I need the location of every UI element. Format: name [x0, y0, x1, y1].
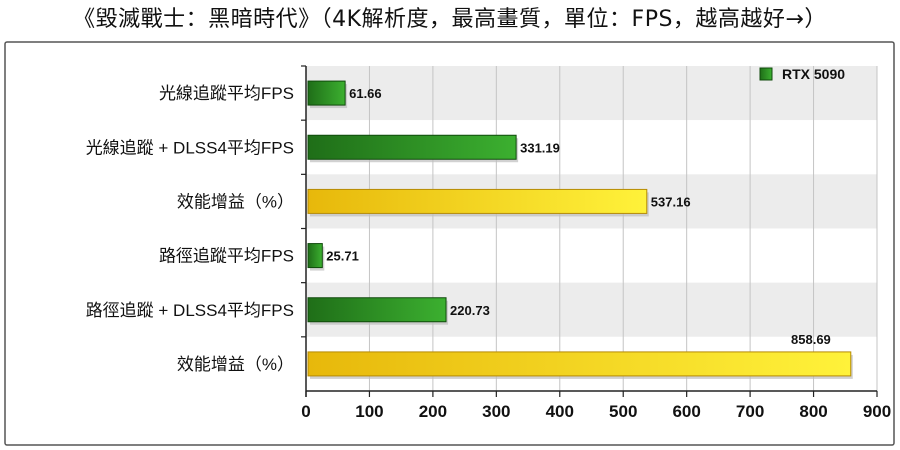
chart-title: 《毀滅戰士：黑暗時代》（4K解析度，最高畫質，單位：FPS，越高越好→）: [73, 7, 827, 32]
x-tick-label: 900: [863, 402, 891, 421]
x-tick-label: 800: [799, 402, 827, 421]
x-tick-label: 500: [609, 402, 637, 421]
data-label: 331.19: [520, 140, 560, 155]
x-tick-label: 100: [355, 402, 383, 421]
category-label: 效能增益（%）: [177, 192, 294, 211]
plot-band: [306, 228, 877, 283]
x-tick-label: 300: [482, 402, 510, 421]
gain-bar: [307, 351, 852, 377]
x-tick-label: 400: [546, 402, 574, 421]
category-label: 路徑追蹤 + DLSS4平均FPS: [86, 301, 294, 320]
fps-bar: [307, 134, 517, 160]
fps-bar: [307, 297, 447, 323]
gain-bar: [307, 188, 648, 214]
data-label: 858.69: [791, 332, 831, 347]
data-label: 220.73: [450, 303, 490, 318]
category-label: 效能增益（%）: [177, 355, 294, 374]
x-tick-label: 0: [301, 402, 310, 421]
x-tick-label: 600: [672, 402, 700, 421]
data-label: 25.71: [326, 249, 359, 264]
data-label: 537.16: [651, 194, 691, 209]
fps-bar: [307, 243, 323, 269]
legend-label: RTX 5090: [782, 66, 845, 82]
x-tick-label: 700: [736, 402, 764, 421]
category-label: 路徑追蹤平均FPS: [159, 247, 294, 266]
fps-bar: [307, 80, 346, 106]
category-label: 光線追蹤平均FPS: [159, 84, 294, 103]
data-label: 61.66: [349, 86, 382, 101]
category-label: 光線追蹤 + DLSS4平均FPS: [86, 138, 294, 157]
x-tick-label: 200: [419, 402, 447, 421]
plot-band: [306, 66, 877, 121]
legend-swatch: [759, 67, 773, 81]
